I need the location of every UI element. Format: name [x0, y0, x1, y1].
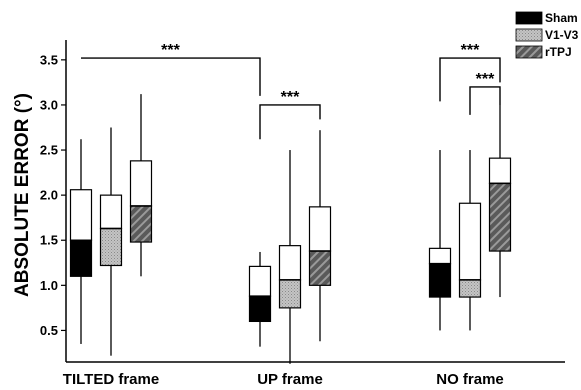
significance-bracket: *** [81, 42, 261, 96]
box-lower-quartile [458, 279, 482, 298]
bracket-line [81, 57, 261, 96]
y-tick-label: 0.5 [40, 323, 58, 338]
significance-stars: *** [161, 42, 180, 59]
axes: 0.5 1.0 1.5 2.0 2.5 3.0 3.5 TILTED frame UP fram… [40, 40, 565, 388]
significance-bracket: *** [439, 42, 501, 102]
box-lower-quartile [248, 295, 272, 323]
box-lower-quartile [69, 239, 93, 277]
legend-label: Sham [545, 11, 578, 25]
legend-swatch [515, 11, 543, 25]
significance-brackets: *** *** *** *** [81, 42, 501, 140]
legend-label: rTPJ [545, 45, 572, 59]
significance-stars: *** [461, 42, 480, 59]
legend-item: rTPJ [515, 45, 572, 59]
box-lower-quartile [278, 279, 302, 309]
box-upper-quartile [428, 247, 452, 265]
box-upper-quartile [99, 194, 123, 230]
significance-bracket: *** [469, 71, 501, 115]
y-tick-label: 2.5 [40, 143, 58, 158]
y-tick-label: 2.0 [40, 188, 58, 203]
y-tick-label: 1.0 [40, 278, 58, 293]
box-rTPJ-UP frame [308, 130, 332, 342]
box-V1-V3-UP frame [278, 150, 302, 364]
box-upper-quartile [69, 189, 93, 241]
box-rTPJ-TILTED frame [129, 94, 153, 277]
box-Sham-NO frame [428, 150, 452, 331]
y-tick-label: 1.5 [40, 233, 58, 248]
box-rTPJ-NO frame [488, 104, 512, 298]
box-Sham-UP frame [248, 251, 272, 347]
box-V1-V3-TILTED frame [99, 127, 123, 356]
box-V1-V3-NO frame [458, 150, 482, 331]
box-upper-quartile [308, 206, 332, 252]
box-upper-quartile [458, 202, 482, 281]
box-upper-quartile [278, 245, 302, 281]
box-Sham-TILTED frame [69, 139, 93, 344]
legend-swatch [515, 45, 543, 59]
boxes [69, 94, 512, 364]
box-upper-quartile [129, 160, 153, 207]
box-lower-quartile [99, 227, 123, 267]
box-upper-quartile [248, 265, 272, 297]
bracket-line [439, 57, 501, 102]
significance-stars: *** [281, 89, 300, 106]
box-lower-quartile [428, 263, 452, 298]
box-upper-quartile [488, 157, 512, 185]
y-tick-label: 3.5 [40, 52, 58, 67]
y-tick-label: 3.0 [40, 97, 58, 112]
bracket-line [469, 86, 501, 115]
significance-bracket: *** [259, 89, 321, 140]
x-category-label: UP frame [257, 371, 323, 388]
box-lower-quartile [308, 250, 332, 286]
bracket-line [259, 104, 321, 140]
x-category-label: NO frame [436, 371, 504, 388]
legend-item: Sham [515, 11, 578, 25]
x-category-label: TILTED frame [63, 371, 159, 388]
box-lower-quartile [488, 182, 512, 252]
legend-label: V1-V3 [545, 28, 579, 42]
significance-stars: *** [476, 71, 495, 88]
box-lower-quartile [129, 205, 153, 243]
legend: Sham V1-V3 rTPJ [515, 11, 579, 59]
legend-item: V1-V3 [515, 28, 579, 42]
y-axis-label: ABSOLUTE ERROR (°) [12, 93, 33, 297]
legend-swatch [515, 28, 543, 42]
